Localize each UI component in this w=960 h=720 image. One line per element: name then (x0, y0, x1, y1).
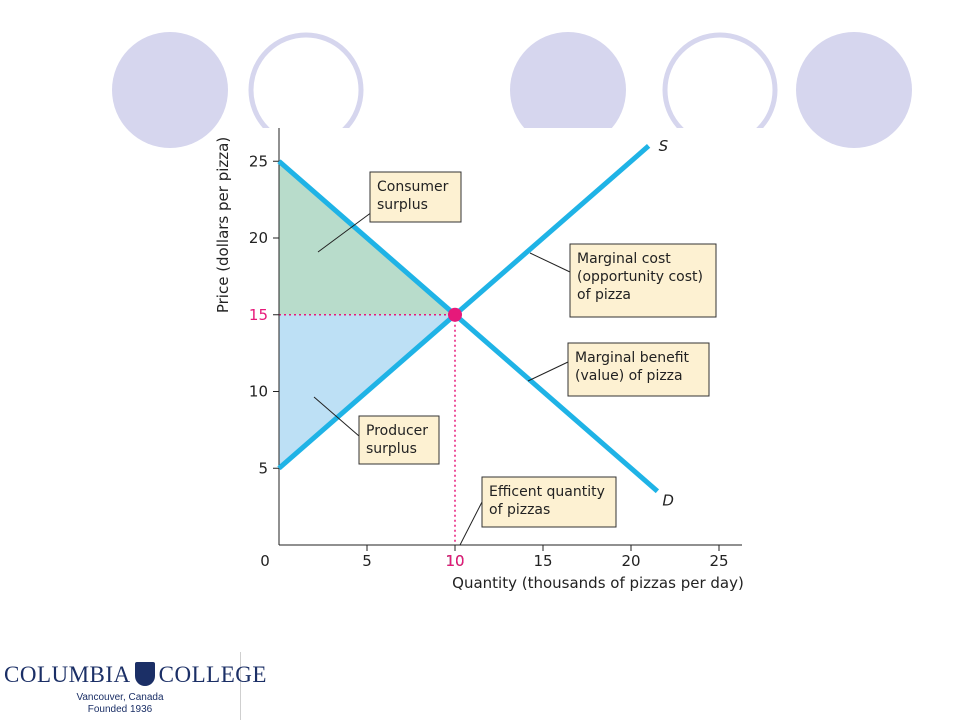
y-axis-title: Price (dollars per pizza) (214, 137, 232, 313)
x-tick-label: 25 (709, 552, 728, 570)
logo-founded: Founded 1936 (87, 704, 153, 715)
consumer-callout-text: Consumer (377, 179, 449, 195)
series: SD (277, 137, 674, 509)
equilibrium-point (448, 307, 462, 322)
crest-icon (134, 662, 155, 686)
consumer-callout-text: surplus (377, 197, 428, 213)
origin-label: 0 (260, 552, 270, 570)
consumer-callout-box (369, 171, 462, 223)
mc-callout-text: Marginal cost (577, 251, 671, 267)
eq-callout-text: of pizzas (489, 502, 550, 518)
x-tick-label: 15 (533, 552, 552, 570)
filled-circle-1 (112, 32, 228, 148)
logo-location: Vancouver, Canada (76, 692, 164, 703)
logo-left-word: COLUMBIA (4, 662, 131, 687)
x-axis-title: Quantity (thousands of pizzas per day) (452, 574, 744, 592)
mb-callout-text: Marginal benefit (575, 350, 690, 366)
mb-callout-text: (value) of pizza (575, 368, 683, 384)
supply-label: S (659, 137, 669, 155)
x-tick-label: 20 (621, 552, 640, 570)
producer-callout-box (358, 415, 440, 465)
producer-callout-text: surplus (366, 441, 417, 457)
filled-circle-3 (796, 32, 912, 148)
eq-leader (459, 501, 483, 546)
y-tick-label: 5 (258, 459, 268, 477)
axes (278, 128, 742, 546)
circle-mask (236, 128, 776, 180)
x-tick-label-equilibrium: 10 (445, 552, 464, 570)
mb-leader (527, 361, 569, 382)
y-tick-label-equilibrium: 15 (249, 306, 268, 324)
filled-circle-2 (510, 32, 626, 148)
y-tick-label: 10 (249, 383, 268, 401)
y-tick-label: 20 (249, 229, 268, 247)
demand-label: D (662, 491, 674, 509)
college-logo: COLUMBIA COLLEGE Vancouver, Canada Founde… (0, 652, 266, 720)
callouts: Consumer surplus Producer surplus Marginal c… (313, 171, 717, 546)
demand-line (277, 159, 660, 494)
logo-wordmark: COLUMBIA COLLEGE (4, 662, 266, 688)
mb-callout-box (567, 342, 710, 397)
eq-callout-text: Efficent quantity (489, 484, 605, 500)
mc-callout-box (569, 243, 717, 318)
consumer-leader (317, 211, 373, 253)
logo-right-word: COLLEGE (158, 662, 267, 687)
producer-callout-text: Producer (366, 423, 428, 439)
y-tick-label: 25 (249, 152, 268, 170)
x-tick-label: 10 (445, 552, 464, 570)
mc-callout-text: (opportunity cost) (577, 269, 703, 285)
mc-leader (529, 252, 571, 273)
producer-leader (313, 396, 360, 437)
equilibrium-guides (279, 314, 456, 545)
mc-callout-text: of pizza (577, 287, 631, 303)
decorative-circles (112, 32, 912, 180)
x-tick-label: 5 (362, 552, 372, 570)
eq-callout-box (481, 476, 617, 528)
supply-line (277, 144, 651, 471)
